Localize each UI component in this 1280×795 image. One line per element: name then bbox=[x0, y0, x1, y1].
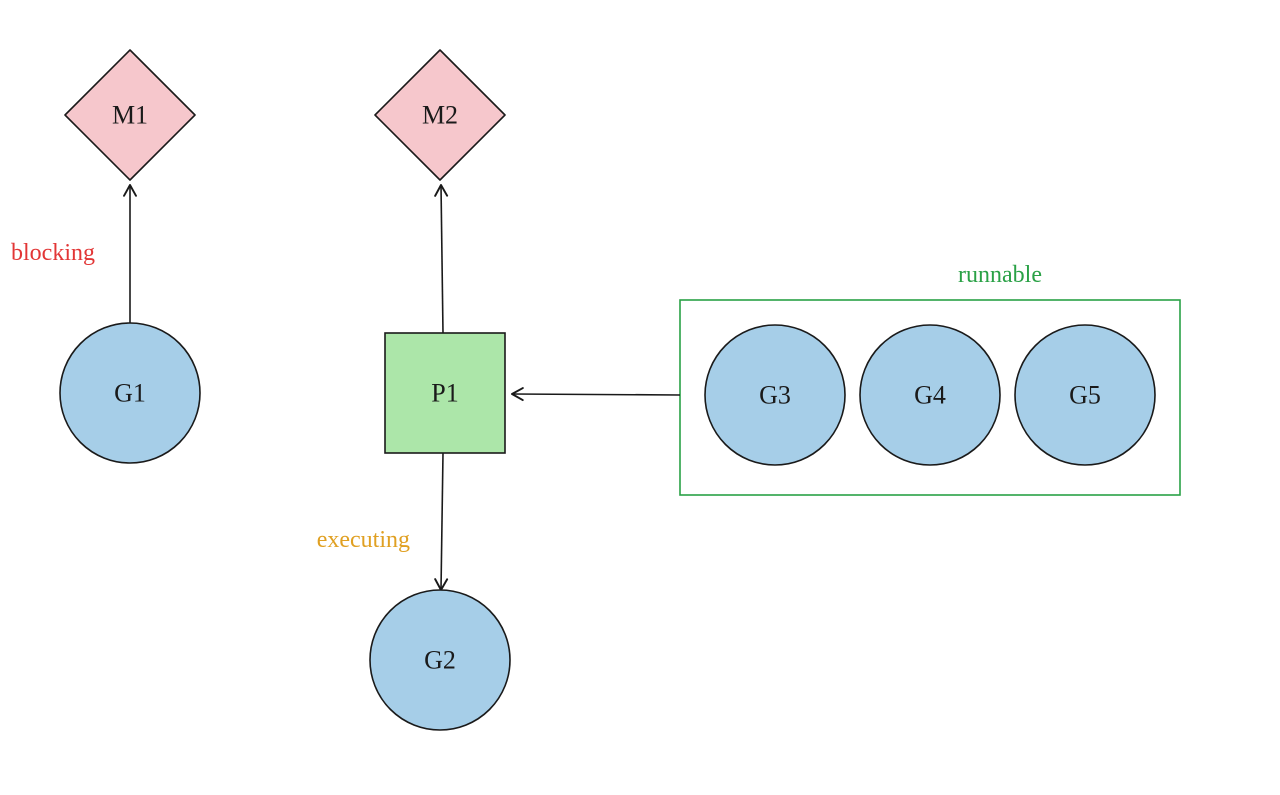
node-G2: G2 bbox=[370, 590, 510, 730]
node-label-G2: G2 bbox=[424, 646, 456, 675]
node-label-M2: M2 bbox=[422, 101, 458, 130]
node-label-P1: P1 bbox=[431, 379, 458, 408]
node-G1: G1 bbox=[60, 323, 200, 463]
node-label-G4: G4 bbox=[914, 381, 946, 410]
node-label-G3: G3 bbox=[759, 381, 791, 410]
node-G3: G3 bbox=[705, 325, 845, 465]
edge-P1-G2 bbox=[441, 453, 443, 590]
node-P1: P1 bbox=[385, 333, 505, 453]
edge-label-blocking: blocking bbox=[11, 240, 95, 266]
node-G4: G4 bbox=[860, 325, 1000, 465]
node-label-G1: G1 bbox=[114, 379, 146, 408]
edge-P1-M2 bbox=[441, 185, 443, 333]
edge-label-executing: executing bbox=[317, 527, 410, 553]
node-M2: M2 bbox=[375, 50, 505, 180]
runnable-label: runnable bbox=[958, 262, 1042, 288]
node-label-M1: M1 bbox=[112, 101, 148, 130]
node-M1: M1 bbox=[65, 50, 195, 180]
node-label-G5: G5 bbox=[1069, 381, 1101, 410]
edge-runnable-P1 bbox=[512, 394, 680, 395]
node-G5: G5 bbox=[1015, 325, 1155, 465]
